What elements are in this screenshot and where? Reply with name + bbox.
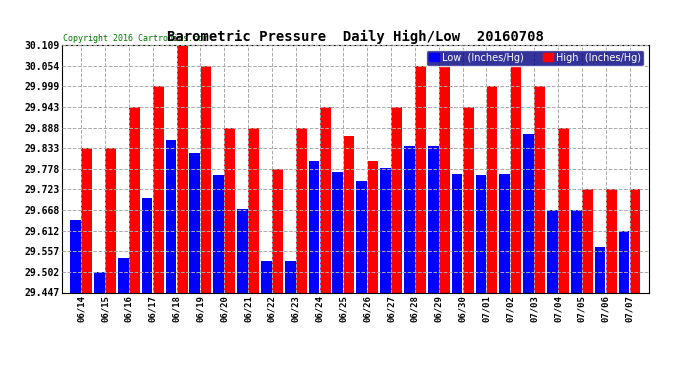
Bar xyxy=(333,172,343,292)
Bar xyxy=(248,128,259,292)
Bar xyxy=(368,160,378,292)
Bar xyxy=(404,146,415,292)
Bar xyxy=(475,176,486,292)
Bar xyxy=(94,272,105,292)
Bar xyxy=(452,174,462,292)
Bar xyxy=(463,107,473,292)
Bar xyxy=(380,168,391,292)
Bar xyxy=(606,189,617,292)
Bar xyxy=(558,128,569,292)
Bar xyxy=(511,66,521,292)
Bar xyxy=(129,107,140,292)
Bar xyxy=(190,153,200,292)
Bar xyxy=(237,209,248,292)
Bar xyxy=(224,128,235,292)
Legend: Low  (Inches/Hg), High  (Inches/Hg): Low (Inches/Hg), High (Inches/Hg) xyxy=(426,50,644,66)
Bar xyxy=(272,169,283,292)
Bar xyxy=(213,176,224,292)
Bar xyxy=(344,136,355,292)
Bar xyxy=(618,231,629,292)
Bar xyxy=(201,66,211,292)
Bar xyxy=(534,86,545,292)
Bar xyxy=(320,107,331,292)
Bar xyxy=(308,160,319,292)
Bar xyxy=(141,198,152,292)
Bar xyxy=(486,86,497,292)
Bar xyxy=(582,189,593,292)
Bar xyxy=(439,66,450,292)
Bar xyxy=(500,174,510,292)
Bar xyxy=(177,45,188,292)
Text: Copyright 2016 Cartronics.com: Copyright 2016 Cartronics.com xyxy=(63,33,208,42)
Bar xyxy=(523,134,534,292)
Bar xyxy=(70,220,81,292)
Bar xyxy=(356,181,367,292)
Bar xyxy=(118,258,128,292)
Bar xyxy=(296,128,307,292)
Bar xyxy=(630,189,640,292)
Bar xyxy=(415,66,426,292)
Bar xyxy=(547,210,558,292)
Bar xyxy=(106,148,116,292)
Bar xyxy=(391,107,402,292)
Title: Barometric Pressure  Daily High/Low  20160708: Barometric Pressure Daily High/Low 20160… xyxy=(167,30,544,44)
Bar xyxy=(571,210,582,292)
Bar xyxy=(153,86,164,292)
Bar xyxy=(81,148,92,292)
Bar xyxy=(261,261,272,292)
Bar xyxy=(428,146,439,292)
Bar xyxy=(285,261,295,292)
Bar xyxy=(595,246,605,292)
Bar xyxy=(166,140,177,292)
